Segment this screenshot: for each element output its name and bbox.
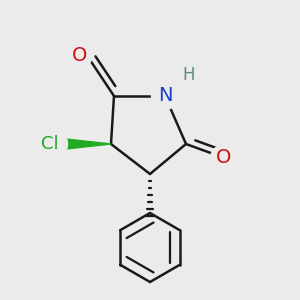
Text: O: O: [72, 46, 87, 65]
Circle shape: [152, 82, 178, 109]
Circle shape: [180, 66, 198, 84]
Text: H: H: [183, 66, 195, 84]
Circle shape: [67, 43, 92, 68]
Text: O: O: [216, 148, 231, 167]
Text: Cl: Cl: [41, 135, 58, 153]
Text: N: N: [158, 86, 172, 106]
Circle shape: [32, 126, 68, 162]
Circle shape: [211, 145, 236, 170]
Polygon shape: [57, 138, 111, 150]
